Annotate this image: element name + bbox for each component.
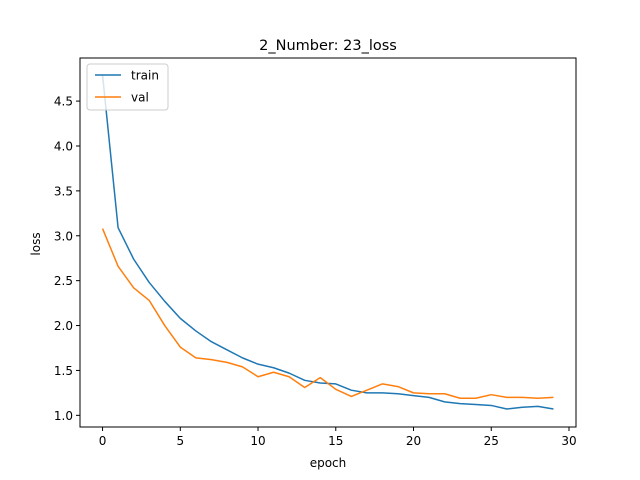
y-axis-label: loss <box>29 232 43 255</box>
x-tick-label: 20 <box>406 434 421 448</box>
x-tick-label: 15 <box>328 434 343 448</box>
y-tick-label: 1.0 <box>54 409 73 423</box>
chart-title: 2_Number: 23_loss <box>259 38 397 54</box>
y-axis: 1.0 1.5 2.0 2.5 3.0 3.5 4.0 4.5 <box>54 95 80 423</box>
legend-label-train: train <box>131 69 159 83</box>
x-axis: 0 5 10 15 20 25 30 <box>99 427 577 448</box>
y-tick-label: 3.0 <box>54 229 73 243</box>
axes-frame <box>79 57 577 428</box>
y-tick-label: 4.0 <box>54 139 73 153</box>
y-tick-label: 2.5 <box>54 274 73 288</box>
plot-area <box>101 74 554 410</box>
legend-label-val: val <box>131 91 149 105</box>
x-tick-label: 5 <box>176 434 184 448</box>
x-tick-label: 30 <box>561 434 576 448</box>
legend: train val <box>86 63 169 111</box>
y-tick-label: 4.5 <box>54 95 73 109</box>
series-line-val <box>101 228 554 400</box>
y-tick-label: 2.0 <box>54 319 73 333</box>
x-tick-label: 25 <box>484 434 499 448</box>
x-axis-label: epoch <box>310 456 347 470</box>
y-tick-label: 3.5 <box>54 184 73 198</box>
x-tick-label: 0 <box>99 434 107 448</box>
x-tick-label: 10 <box>250 434 265 448</box>
y-tick-label: 1.5 <box>54 364 73 378</box>
